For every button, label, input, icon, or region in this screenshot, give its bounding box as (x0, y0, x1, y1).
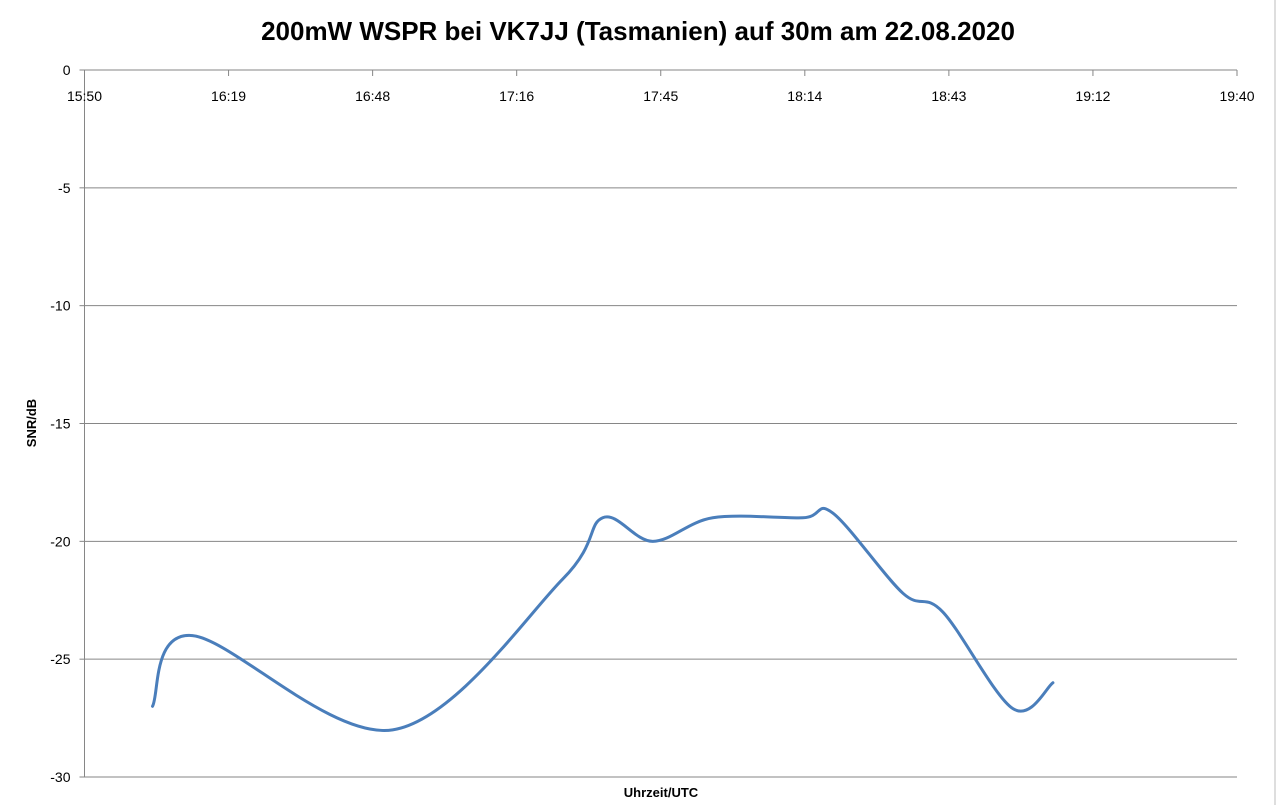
x-tick-label: 17:45 (643, 88, 678, 104)
x-tick-label: 16:48 (355, 88, 390, 104)
x-tick-label: 16:19 (211, 88, 246, 104)
chart-title: 200mW WSPR bei VK7JJ (Tasmanien) auf 30m… (261, 16, 1015, 46)
y-axis-ticks: 0 -5 -10 -15 -20 -25 -30 (50, 62, 85, 785)
y-tick-label: -5 (58, 180, 71, 196)
x-axis-label: Uhrzeit/UTC (624, 785, 699, 800)
y-axis-label: SNR/dB (24, 399, 39, 447)
y-tick-label: -30 (50, 769, 70, 785)
x-axis-ticks: 15:50 16:19 16:48 17:16 17:45 18:14 18:43 19:12… (67, 70, 1255, 104)
x-tick-label: 18:43 (931, 88, 966, 104)
x-tick-label: 18:14 (787, 88, 822, 104)
y-tick-label: -10 (50, 298, 70, 314)
x-tick-label: 17:16 (499, 88, 534, 104)
x-tick-label: 19:12 (1075, 88, 1110, 104)
y-tick-label: -20 (50, 533, 70, 549)
y-tick-label: -15 (50, 416, 70, 432)
x-tick-label: 15:50 (67, 88, 102, 104)
y-tick-label: 0 (63, 62, 71, 78)
y-tick-label: -25 (50, 651, 70, 667)
x-tick-label: 19:40 (1219, 88, 1254, 104)
series-line (151, 506, 1055, 732)
